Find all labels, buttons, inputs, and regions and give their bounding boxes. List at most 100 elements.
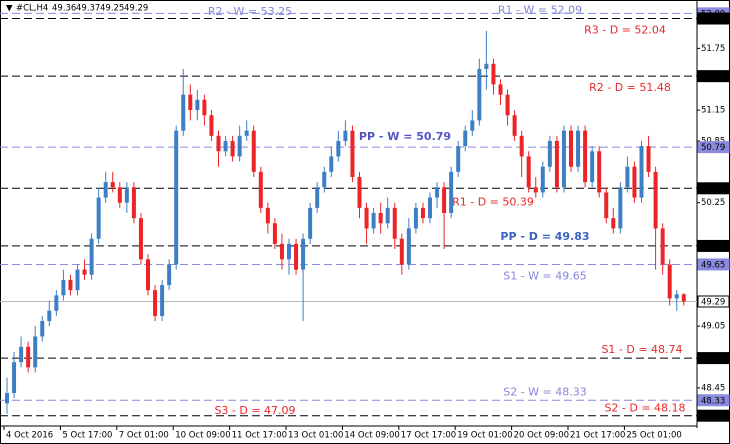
level-price-box bbox=[697, 239, 730, 252]
candle-body bbox=[68, 279, 73, 291]
candle-body bbox=[153, 290, 158, 316]
candle-body bbox=[160, 285, 165, 316]
level-label: S1 - W = 49.65 bbox=[503, 269, 587, 282]
current-price-box bbox=[697, 295, 730, 308]
candle-body bbox=[505, 94, 510, 116]
candle-body bbox=[47, 310, 52, 322]
x-tick-label: 25 Oct 01:00 bbox=[626, 431, 681, 441]
candle-body bbox=[301, 238, 306, 270]
candle-body bbox=[223, 140, 228, 152]
level-price-box bbox=[697, 12, 730, 25]
candle-body bbox=[167, 264, 172, 286]
candle-body bbox=[406, 228, 411, 265]
candle-body bbox=[674, 294, 679, 299]
candle-body bbox=[547, 140, 552, 167]
current-price-text: 49.29 bbox=[701, 297, 725, 307]
candle-body bbox=[653, 171, 658, 229]
candle-body bbox=[357, 176, 362, 208]
level-price-box bbox=[697, 70, 730, 83]
level-price-text: 49.83 bbox=[701, 242, 725, 252]
candle-body bbox=[646, 146, 651, 172]
candle-body bbox=[540, 166, 545, 193]
candle-body bbox=[315, 187, 320, 208]
candle-body bbox=[54, 295, 59, 311]
candle-body bbox=[576, 130, 581, 167]
level-label: PP - W = 50.79 bbox=[359, 130, 451, 143]
y-tick-label: 51.75 bbox=[701, 44, 725, 54]
candle-body bbox=[322, 171, 327, 188]
candle-body bbox=[435, 187, 440, 198]
candle-body bbox=[336, 140, 341, 157]
candle-body bbox=[5, 393, 9, 404]
candle-body bbox=[456, 146, 461, 172]
candle-body bbox=[413, 207, 418, 229]
candle-body bbox=[470, 120, 475, 131]
x-tick-label: 7 Oct 01:00 bbox=[119, 431, 169, 441]
candle-body bbox=[350, 130, 355, 177]
candle-body bbox=[237, 135, 242, 157]
level-price-box bbox=[697, 394, 730, 407]
candle-body bbox=[392, 207, 397, 239]
header-low: 49.25 bbox=[100, 4, 124, 14]
candle-body bbox=[230, 140, 235, 157]
x-tick-label: 14 Oct 09:00 bbox=[344, 431, 399, 441]
candle-body bbox=[364, 207, 369, 229]
candle-body bbox=[75, 269, 80, 291]
candle-body bbox=[554, 140, 559, 188]
candle-body bbox=[590, 151, 595, 183]
candle-body bbox=[138, 218, 143, 260]
candle-body bbox=[89, 238, 94, 275]
candle-body bbox=[33, 336, 38, 368]
candle-body bbox=[294, 243, 299, 270]
candle-body bbox=[477, 68, 482, 121]
candle-body bbox=[618, 187, 623, 229]
header-open: 49.36 bbox=[52, 4, 76, 14]
chart-title: #CL,H4 bbox=[16, 4, 48, 14]
candle-body bbox=[428, 197, 432, 219]
level-price-box bbox=[697, 182, 730, 195]
candle-body bbox=[216, 135, 221, 152]
candle-body bbox=[26, 346, 31, 368]
level-price-text: 48.74 bbox=[701, 354, 725, 364]
y-tick-label: 49.05 bbox=[701, 322, 725, 332]
level-label: PP - D = 49.83 bbox=[500, 230, 589, 243]
x-tick-label: 4 Oct 2016 bbox=[6, 431, 53, 441]
candle-body bbox=[491, 63, 496, 85]
candle-body bbox=[667, 264, 672, 299]
x-tick-label: 5 Oct 17:00 bbox=[62, 431, 112, 441]
candle-body bbox=[258, 171, 263, 208]
candle-body bbox=[385, 207, 390, 224]
candle-body bbox=[209, 115, 214, 136]
header-close: 49.29 bbox=[124, 4, 148, 14]
candle-body bbox=[378, 213, 383, 224]
candle-body bbox=[131, 187, 136, 219]
level-label: R2 - D = 51.48 bbox=[589, 81, 671, 94]
y-tick-label: 48.45 bbox=[701, 383, 725, 393]
level-price-text: 48.33 bbox=[701, 396, 725, 406]
level-label: S3 - D = 47.09 bbox=[214, 404, 295, 417]
candle-body bbox=[19, 346, 24, 363]
candle-body bbox=[329, 156, 334, 172]
level-price-text: 52.04 bbox=[701, 15, 725, 25]
candle-body bbox=[265, 207, 270, 224]
x-tick-label: 17 Oct 17:00 bbox=[401, 431, 456, 441]
candle-body bbox=[569, 130, 573, 167]
candle-body bbox=[681, 294, 686, 302]
level-price-text: 48.18 bbox=[701, 412, 725, 422]
candle-body bbox=[498, 84, 503, 95]
candle-body bbox=[202, 99, 207, 116]
candle-body bbox=[40, 321, 45, 337]
candle-body bbox=[244, 130, 249, 136]
x-tick-label: 13 Oct 01:00 bbox=[288, 431, 343, 441]
candle-body bbox=[279, 243, 284, 260]
level-price-text: 50.79 bbox=[701, 143, 725, 153]
level-label: R1 - W = 52.09 bbox=[498, 3, 582, 16]
candle-body bbox=[484, 63, 489, 69]
level-price-text: 49.65 bbox=[701, 260, 725, 270]
candle-body bbox=[604, 192, 609, 219]
header-high: 49.37 bbox=[76, 4, 100, 14]
candle-body bbox=[343, 130, 348, 141]
x-tick-label: 11 Oct 17:00 bbox=[232, 431, 287, 441]
candle-body bbox=[82, 269, 87, 275]
level-label: S2 - W = 48.33 bbox=[503, 385, 587, 398]
